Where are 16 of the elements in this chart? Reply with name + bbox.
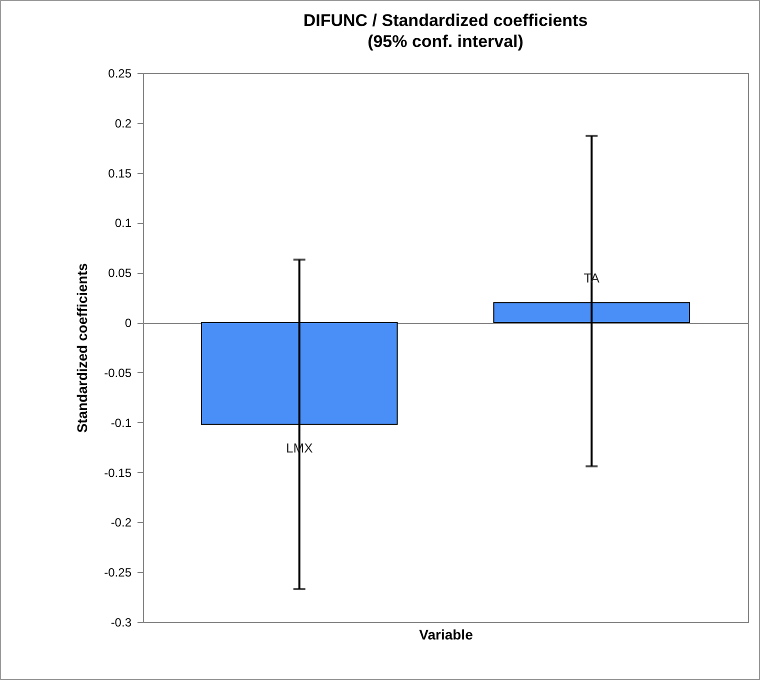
chart-subtitle: (95% conf. interval) (368, 32, 524, 51)
y-tick-label: 0.1 (114, 216, 132, 230)
y-tick-label: 0.2 (114, 116, 132, 130)
y-tick-label: -0.15 (104, 466, 132, 480)
y-tick-label: -0.05 (104, 366, 132, 380)
y-tick-label: -0.3 (110, 616, 132, 630)
y-tick-label: -0.1 (110, 416, 132, 430)
y-tick-label: 0.15 (108, 166, 132, 180)
x-axis-title: Variable (419, 626, 474, 642)
y-tick-label: 0.05 (108, 266, 132, 280)
y-tick-label: 0.25 (108, 66, 132, 80)
chart-title: DIFUNC / Standardized coefficients (303, 11, 588, 30)
y-tick-label: -0.25 (104, 566, 132, 580)
y-axis-title: Standardized coefficients (74, 262, 90, 433)
y-tick-label: 0 (124, 316, 132, 330)
y-tick-label: -0.2 (110, 516, 132, 530)
